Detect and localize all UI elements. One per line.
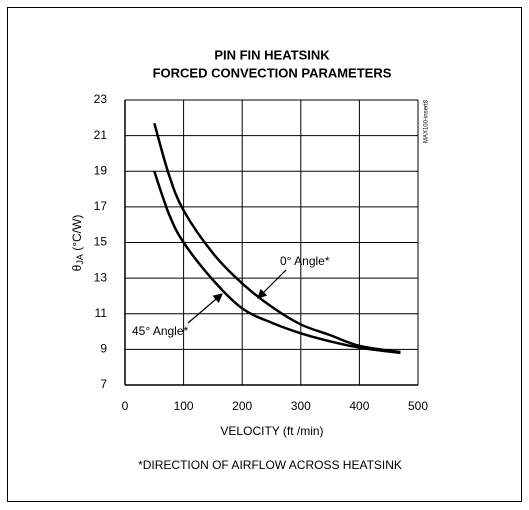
chart-title: FORCED CONVECTION PARAMETERS bbox=[153, 65, 392, 80]
y-tick-label: 19 bbox=[94, 163, 108, 177]
x-tick-label: 100 bbox=[174, 399, 194, 413]
y-tick-label: 21 bbox=[94, 128, 108, 142]
y-axis-label: θJA (°C/W) bbox=[70, 215, 85, 272]
footnote: *DIRECTION OF AIRFLOW ACROSS HEATSINK bbox=[138, 458, 402, 472]
series-line bbox=[153, 122, 401, 354]
series-label: 0° Angle* bbox=[280, 254, 330, 268]
annotation-arrow bbox=[187, 293, 223, 324]
x-tick-label: 300 bbox=[291, 399, 311, 413]
y-label-sub: JA bbox=[75, 254, 85, 265]
y-tick-label: 15 bbox=[94, 235, 108, 249]
x-tick-label: 500 bbox=[408, 399, 428, 413]
side-note: MAX100-insert8 bbox=[424, 99, 430, 143]
x-tick-label: 0 bbox=[122, 399, 129, 413]
y-label-part: (°C/W) bbox=[70, 215, 84, 254]
x-axis-label: VELOCITY (ft /min) bbox=[220, 424, 323, 438]
series-label: 45° Angle* bbox=[132, 324, 189, 338]
x-tick-label: 200 bbox=[232, 399, 252, 413]
y-label-part: θ bbox=[70, 264, 84, 271]
y-tick-label: 17 bbox=[94, 199, 108, 213]
chart-title: PIN FIN HEATSINK bbox=[214, 47, 330, 62]
y-tick-label: 9 bbox=[100, 342, 107, 356]
series-line bbox=[153, 170, 401, 355]
y-tick-label: 13 bbox=[94, 270, 108, 284]
frame bbox=[7, 7, 522, 502]
annotation-arrow bbox=[257, 269, 287, 299]
y-tick-label: 23 bbox=[94, 92, 108, 106]
y-tick-label: 11 bbox=[95, 306, 108, 320]
x-tick-label: 400 bbox=[349, 399, 369, 413]
y-tick-label: 7 bbox=[100, 377, 107, 391]
